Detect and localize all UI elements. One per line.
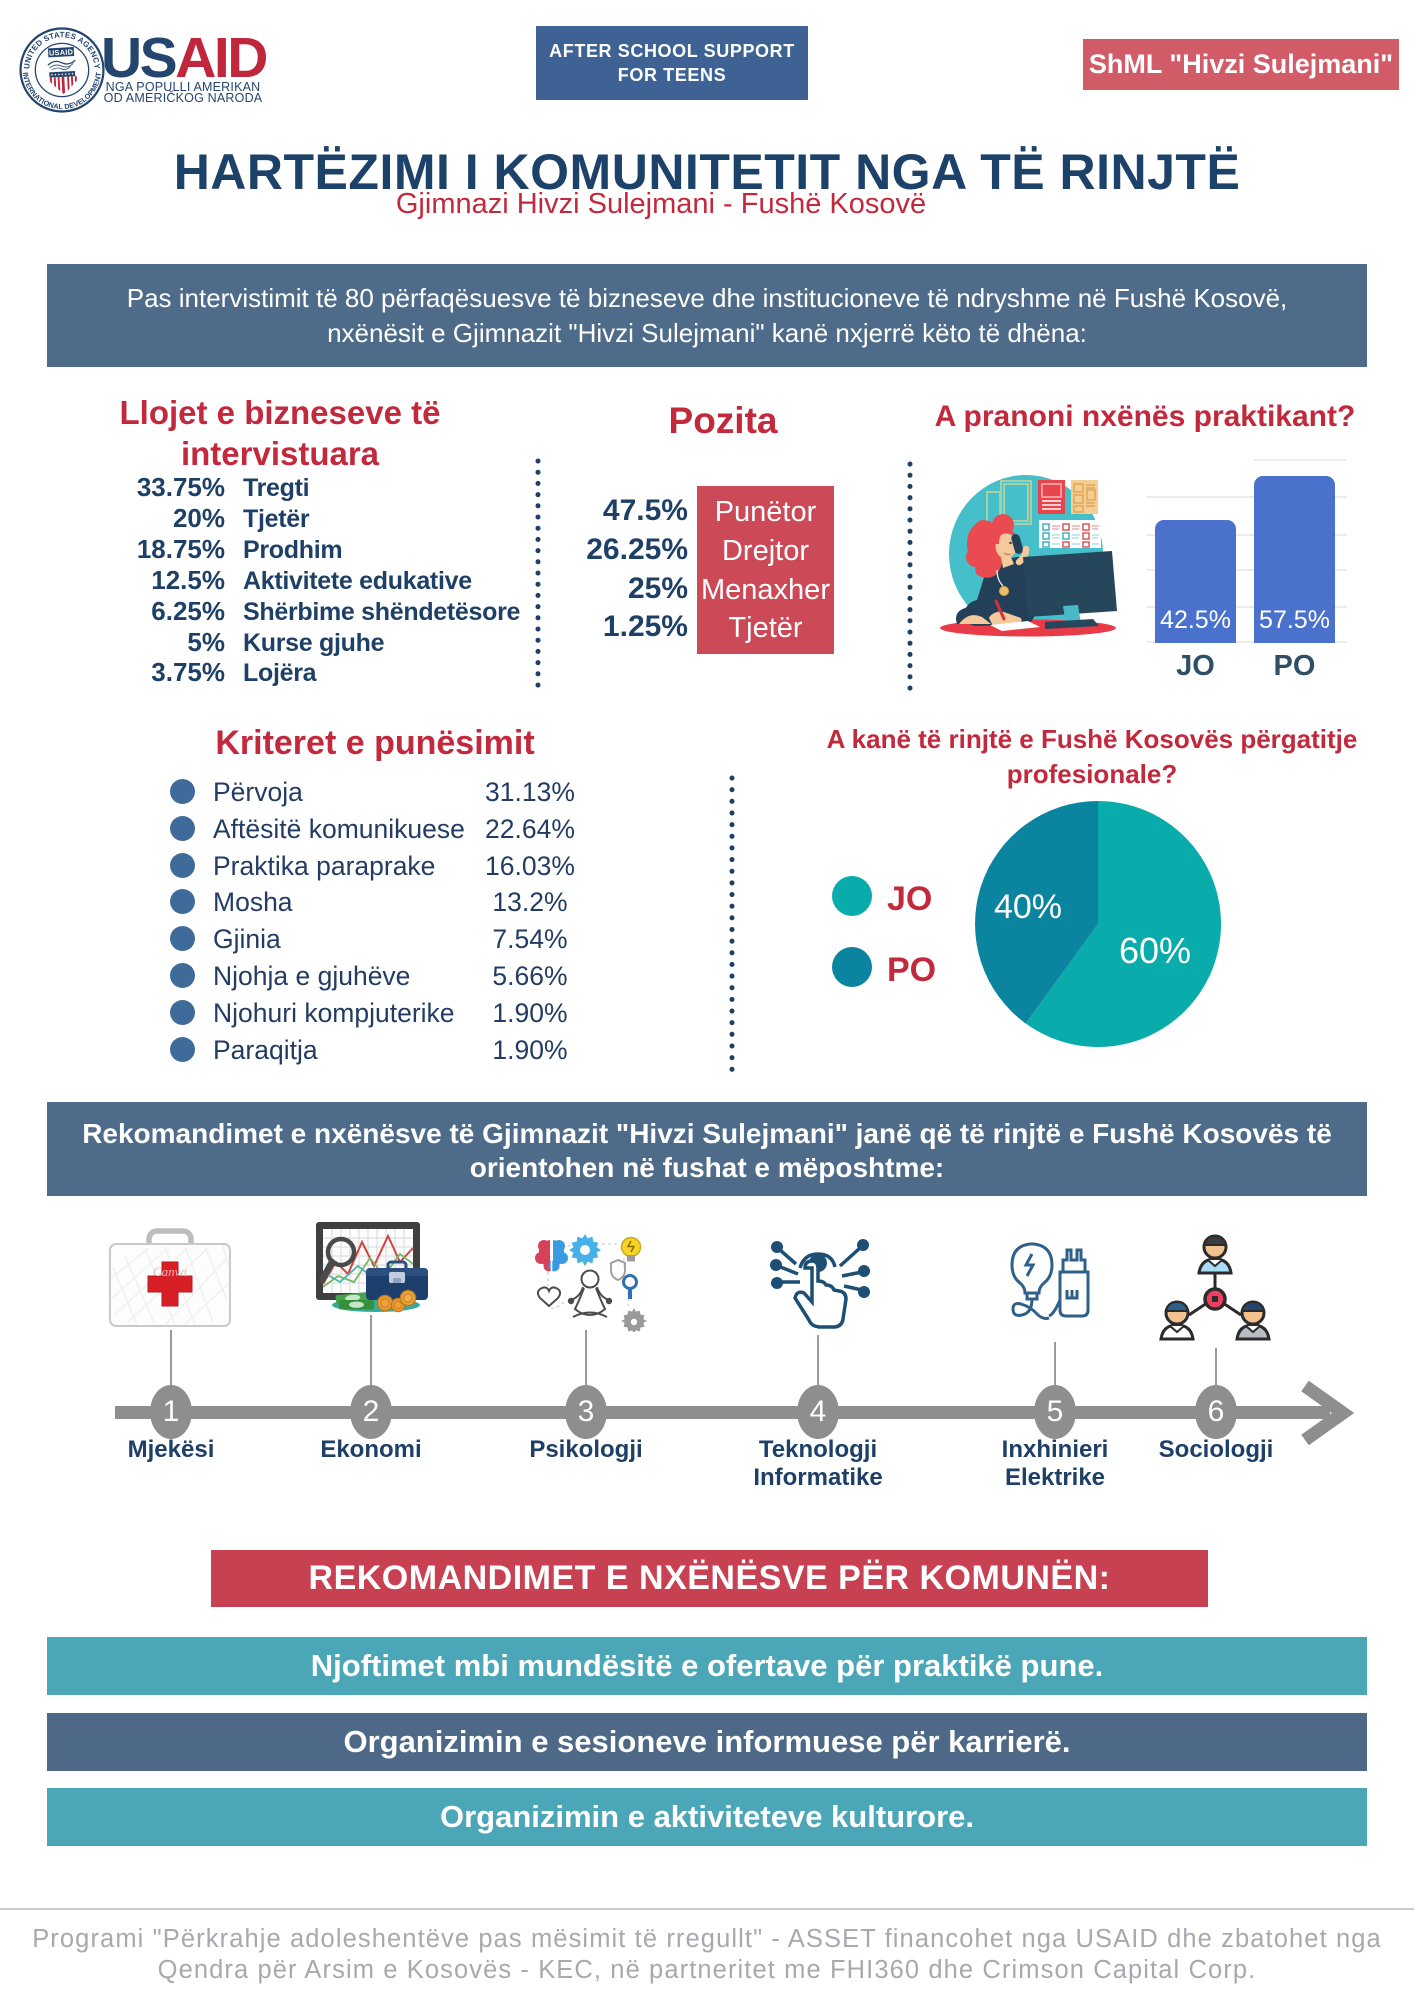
svg-text:USAID: USAID: [49, 47, 74, 57]
svg-text:Canva: Canva: [153, 1264, 187, 1279]
